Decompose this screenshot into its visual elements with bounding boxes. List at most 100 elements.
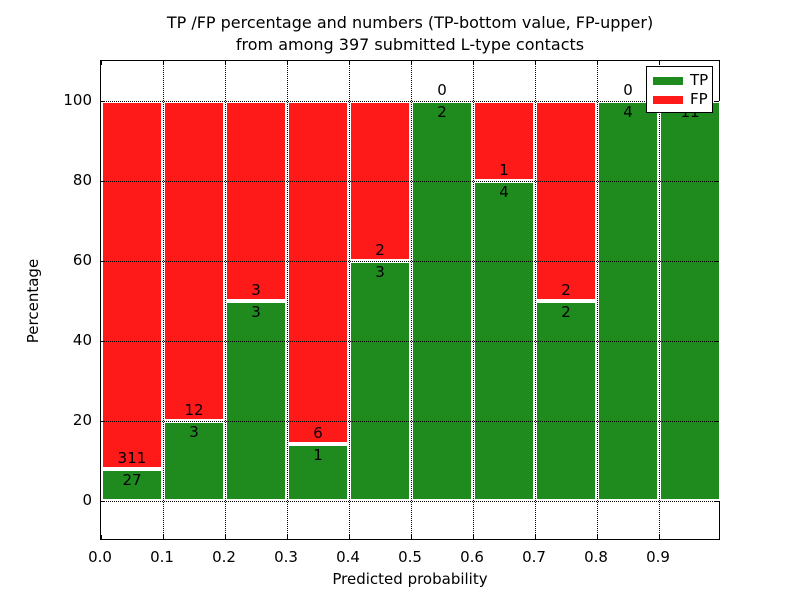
y-tick-mark bbox=[101, 341, 105, 342]
x-tick-mark-top bbox=[287, 61, 288, 65]
y-tick-mark-right bbox=[715, 261, 719, 262]
horizontal-gridline bbox=[101, 501, 719, 502]
y-axis-label: Percentage bbox=[24, 258, 42, 344]
horizontal-gridline bbox=[101, 261, 719, 262]
x-tick-mark-top bbox=[597, 61, 598, 65]
bar-segment-tp bbox=[535, 301, 597, 501]
bar-segment-tp bbox=[349, 261, 411, 501]
vertical-gridline bbox=[535, 61, 536, 539]
tp-count-label: 3 bbox=[189, 423, 199, 441]
x-tick-mark bbox=[101, 535, 102, 539]
chart-title-line2: from among 397 submitted L-type contacts bbox=[235, 35, 585, 54]
bar-segment-tp bbox=[597, 101, 659, 501]
fp-count-label: 311 bbox=[117, 449, 147, 468]
horizontal-gridline bbox=[101, 341, 719, 342]
x-tick-mark bbox=[473, 535, 474, 539]
x-tick-label: 0.3 bbox=[274, 548, 298, 566]
bar-segment-tp bbox=[225, 301, 287, 501]
legend: TP FP bbox=[646, 66, 713, 113]
tp-count-label: 3 bbox=[251, 303, 261, 321]
bar-segment-tp bbox=[411, 101, 473, 501]
horizontal-gridline bbox=[101, 421, 719, 422]
y-tick-mark bbox=[101, 101, 105, 102]
vertical-gridline bbox=[597, 61, 598, 539]
fp-count-label: 0 bbox=[437, 81, 447, 99]
x-tick-mark-top bbox=[225, 61, 226, 65]
x-tick-mark bbox=[163, 535, 164, 539]
legend-label-tp: TP bbox=[690, 71, 709, 89]
x-tick-mark-top bbox=[473, 61, 474, 65]
y-tick-label: 0 bbox=[82, 491, 92, 509]
y-tick-mark bbox=[101, 261, 105, 262]
y-tick-label: 40 bbox=[72, 331, 92, 349]
fp-count-label: 2 bbox=[561, 281, 571, 299]
x-tick-mark-top bbox=[411, 61, 412, 65]
y-tick-mark bbox=[101, 181, 105, 182]
y-tick-mark-right bbox=[715, 101, 719, 102]
vertical-gridline bbox=[473, 61, 474, 539]
y-tick-label: 80 bbox=[72, 171, 92, 189]
x-tick-label: 0.0 bbox=[88, 548, 112, 566]
vertical-gridline bbox=[287, 61, 288, 539]
x-tick-mark bbox=[287, 535, 288, 539]
x-tick-label: 0.6 bbox=[460, 548, 484, 566]
tp-count-label: 1 bbox=[313, 445, 323, 464]
fp-count-label: 6 bbox=[313, 423, 323, 442]
legend-item-tp: TP bbox=[653, 71, 709, 90]
bar-segment-tp bbox=[287, 443, 349, 501]
x-tick-label: 0.5 bbox=[398, 548, 422, 566]
bar-segment-fp bbox=[101, 101, 163, 470]
x-tick-mark bbox=[597, 535, 598, 539]
fp-count-label: 1 bbox=[499, 161, 509, 179]
plot-area: 3112712333612302142204011 bbox=[100, 60, 721, 540]
x-tick-label: 0.7 bbox=[522, 548, 546, 566]
y-tick-label: 20 bbox=[72, 411, 92, 429]
x-tick-mark-top bbox=[349, 61, 350, 65]
fp-count-label: 2 bbox=[375, 241, 385, 259]
bar-segment-tp bbox=[659, 101, 721, 501]
x-tick-mark bbox=[535, 535, 536, 539]
vertical-gridline bbox=[225, 61, 226, 539]
tp-count-label: 2 bbox=[561, 303, 571, 321]
y-tick-label: 60 bbox=[72, 251, 92, 269]
y-tick-mark bbox=[101, 421, 105, 422]
legend-label-fp: FP bbox=[690, 90, 708, 108]
legend-item-fp: FP bbox=[653, 90, 708, 109]
x-tick-mark bbox=[225, 535, 226, 539]
x-tick-mark-top bbox=[535, 61, 536, 65]
vertical-gridline bbox=[659, 61, 660, 539]
vertical-gridline bbox=[349, 61, 350, 539]
fp-count-label: 12 bbox=[184, 401, 204, 419]
legend-swatch-fp-icon bbox=[653, 95, 683, 104]
horizontal-gridline bbox=[101, 101, 719, 102]
tp-count-label: 4 bbox=[623, 103, 633, 121]
x-tick-mark bbox=[659, 535, 660, 539]
legend-swatch-tp-icon bbox=[653, 76, 683, 85]
bar-segment-fp bbox=[225, 101, 287, 301]
tp-count-label: 2 bbox=[437, 103, 447, 121]
tp-count-label: 4 bbox=[499, 183, 509, 201]
x-tick-mark bbox=[349, 535, 350, 539]
x-tick-mark-top bbox=[163, 61, 164, 65]
fp-count-label: 3 bbox=[251, 281, 261, 299]
y-tick-mark-right bbox=[715, 341, 719, 342]
tp-count-label: 3 bbox=[375, 263, 385, 281]
y-tick-mark-right bbox=[715, 421, 719, 422]
y-tick-label: 100 bbox=[63, 91, 92, 109]
vertical-gridline bbox=[411, 61, 412, 539]
bar-segment-fp bbox=[473, 101, 535, 181]
x-tick-label: 0.4 bbox=[336, 548, 360, 566]
bar-segment-fp bbox=[287, 101, 349, 444]
x-axis-label: Predicted probability bbox=[332, 570, 488, 588]
fp-count-label: 0 bbox=[623, 81, 633, 99]
x-tick-label: 0.9 bbox=[646, 548, 670, 566]
tp-count-label: 27 bbox=[122, 471, 142, 490]
y-tick-mark-right bbox=[715, 181, 719, 182]
x-tick-label: 0.2 bbox=[212, 548, 236, 566]
vertical-gridline bbox=[163, 61, 164, 539]
y-tick-mark-right bbox=[715, 501, 719, 502]
x-tick-label: 0.8 bbox=[584, 548, 608, 566]
bar-segment-fp bbox=[535, 101, 597, 301]
bar-segment-tp bbox=[163, 421, 225, 501]
